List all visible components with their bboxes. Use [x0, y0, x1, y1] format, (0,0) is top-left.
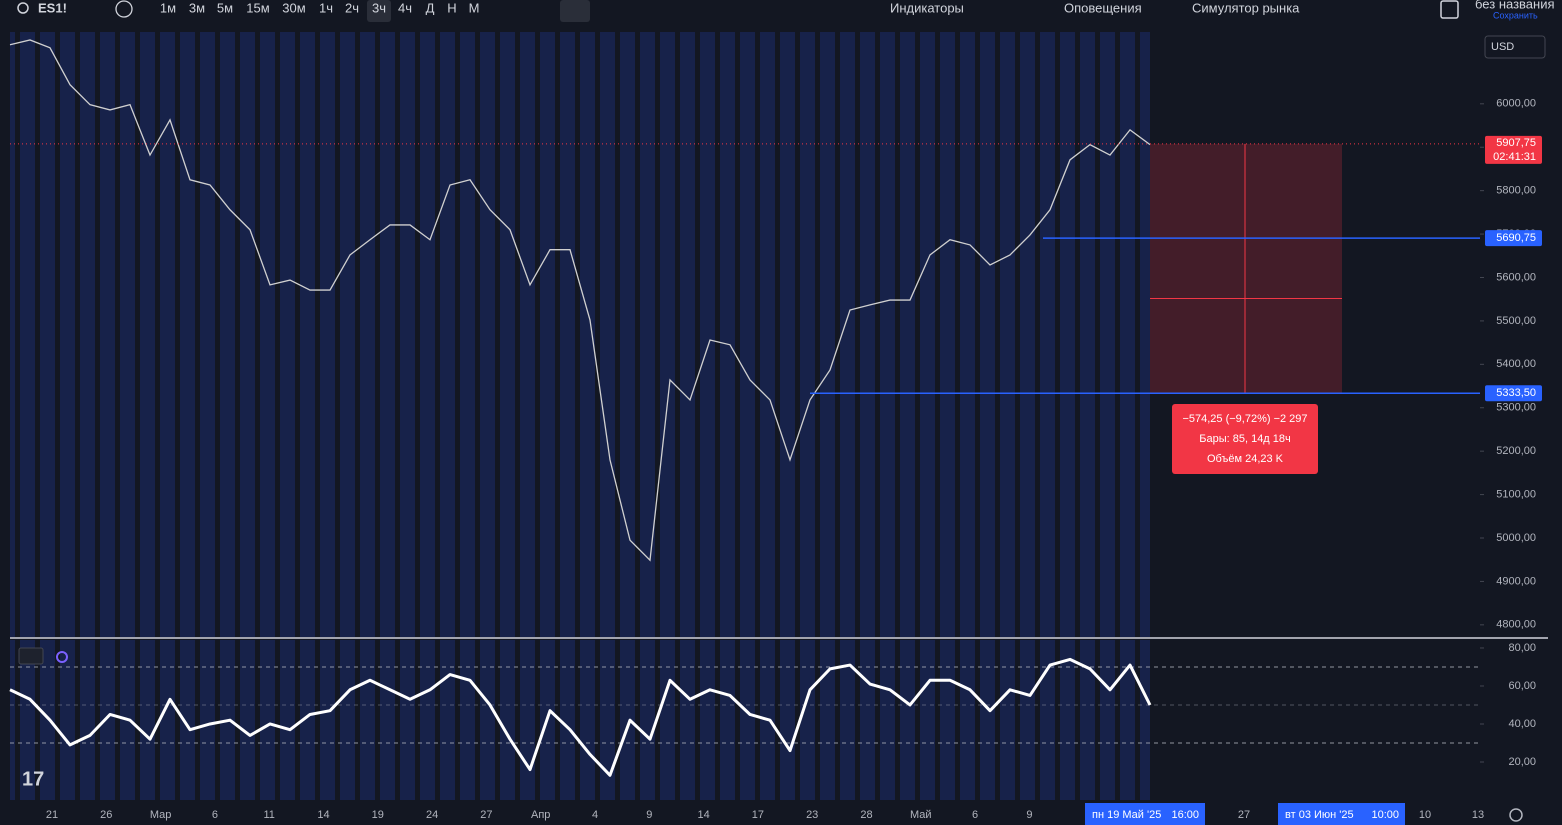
- interval-button[interactable]: 1ч: [319, 0, 333, 15]
- level-label: 5333,50: [1496, 387, 1536, 399]
- alerts-button[interactable]: Оповещения: [1064, 0, 1142, 15]
- interval-button[interactable]: Д: [426, 0, 435, 15]
- level-label: 5690,75: [1496, 232, 1536, 244]
- save-label[interactable]: Сохранить: [1493, 10, 1538, 20]
- measure-info: [1172, 404, 1318, 474]
- time-badge-date: вт 03 Июн '25: [1285, 809, 1354, 821]
- interval-button[interactable]: 1м: [160, 0, 176, 15]
- measure-text: −574,25 (−9,72%) −2 297: [1182, 413, 1307, 425]
- y-tick-label: 5300,00: [1496, 402, 1536, 414]
- y-tick-label: 5500,00: [1496, 315, 1536, 327]
- x-tick-label: 10: [1419, 809, 1431, 821]
- candle-type-button[interactable]: [560, 0, 590, 22]
- y-tick-label: 4800,00: [1496, 619, 1536, 631]
- interval-button[interactable]: 3ч: [372, 0, 386, 15]
- search-icon[interactable]: [17, 2, 29, 14]
- x-tick-label: 4: [592, 809, 598, 821]
- currency-select[interactable]: [1484, 35, 1546, 59]
- rsi-line: [9, 657, 1152, 777]
- layout-icon[interactable]: [1440, 0, 1459, 19]
- interval-button[interactable]: 2ч: [345, 0, 359, 15]
- x-tick-label: 9: [1026, 809, 1032, 821]
- x-tick-label: 11: [263, 809, 274, 821]
- session-shading: [10, 32, 1150, 637]
- x-tick-label: 6: [972, 809, 978, 821]
- x-tick-label: 17: [752, 809, 764, 821]
- y-tick-label: 4900,00: [1496, 575, 1536, 587]
- x-tick-label: 14: [317, 809, 329, 821]
- indicators-button[interactable]: Индикаторы: [890, 0, 964, 15]
- time-badge-time: 16:00: [1171, 809, 1199, 821]
- replay-button[interactable]: Симулятор рынка: [1192, 0, 1300, 15]
- x-tick-label: Мар: [150, 809, 172, 821]
- level-badge: [1485, 230, 1542, 247]
- x-tick-label: 26: [100, 809, 112, 821]
- measure-range: [1150, 143, 1342, 394]
- x-tick-label: 13: [1472, 809, 1484, 821]
- session-shading: [10, 640, 1150, 800]
- interval-button[interactable]: М: [469, 0, 480, 15]
- x-tick-label: 28: [860, 809, 872, 821]
- time-badge: [1085, 803, 1205, 825]
- x-tick-label: 27: [480, 809, 492, 821]
- time-badge-time: 10:00: [1371, 809, 1399, 821]
- x-tick-label: 6: [212, 809, 218, 821]
- compare-button[interactable]: [115, 0, 133, 18]
- toolbar: [0, 0, 1562, 30]
- x-tick-label: Май: [910, 809, 932, 821]
- x-tick-label: 27: [1238, 809, 1250, 821]
- interval-button[interactable]: 5м: [217, 0, 233, 15]
- x-tick-label: Апр: [531, 809, 550, 821]
- layout-name[interactable]: без названия: [1475, 0, 1555, 11]
- rsi-tick-label: 60,00: [1508, 680, 1536, 692]
- measure-text: Объём 24,23 K: [1207, 453, 1284, 465]
- level-badge: [1485, 385, 1542, 402]
- x-tick-label: 21: [46, 809, 58, 821]
- y-tick-label: 5600,00: [1496, 271, 1536, 283]
- price-line: [9, 39, 1151, 562]
- time-badge-date: пн 19 Май '25: [1092, 809, 1161, 821]
- x-tick-label: 19: [372, 809, 384, 821]
- y-tick-label: 5400,00: [1496, 358, 1536, 370]
- interval-button[interactable]: 3м: [189, 0, 205, 15]
- interval-button[interactable]: 15м: [246, 0, 269, 15]
- interval-active: [367, 0, 391, 22]
- y-tick-label: 5100,00: [1496, 488, 1536, 500]
- symbol[interactable]: ES1!: [38, 0, 67, 15]
- currency[interactable]: USD: [1491, 41, 1514, 53]
- measure-text: Бары: 85, 14д 18ч: [1199, 433, 1291, 445]
- settings-icon[interactable]: [1509, 808, 1523, 822]
- tv-logo: 17: [22, 768, 44, 790]
- y-tick-label: 5800,00: [1496, 185, 1536, 197]
- x-tick-label: 23: [806, 809, 818, 821]
- y-tick-label: 5000,00: [1496, 532, 1536, 544]
- time-badge: [1278, 803, 1405, 825]
- interval-button[interactable]: 4ч: [398, 0, 412, 15]
- rsi-tick-label: 80,00: [1508, 642, 1536, 654]
- x-tick-label: 9: [646, 809, 652, 821]
- x-tick-label: 14: [697, 809, 709, 821]
- rsi-tick-label: 40,00: [1508, 718, 1536, 730]
- countdown: 02:41:31: [1493, 151, 1536, 163]
- collapse-button[interactable]: [18, 647, 44, 665]
- sync-icon[interactable]: [56, 651, 68, 663]
- y-tick-label: 6000,00: [1496, 98, 1536, 110]
- y-tick-label: 5200,00: [1496, 445, 1536, 457]
- last-price-badge: [1485, 135, 1542, 164]
- x-tick-label: 24: [426, 809, 438, 821]
- rsi-tick-label: 20,00: [1508, 756, 1536, 768]
- interval-button[interactable]: 30м: [282, 0, 305, 15]
- interval-button[interactable]: Н: [447, 0, 456, 15]
- last-price-label: 5907,75: [1496, 137, 1536, 149]
